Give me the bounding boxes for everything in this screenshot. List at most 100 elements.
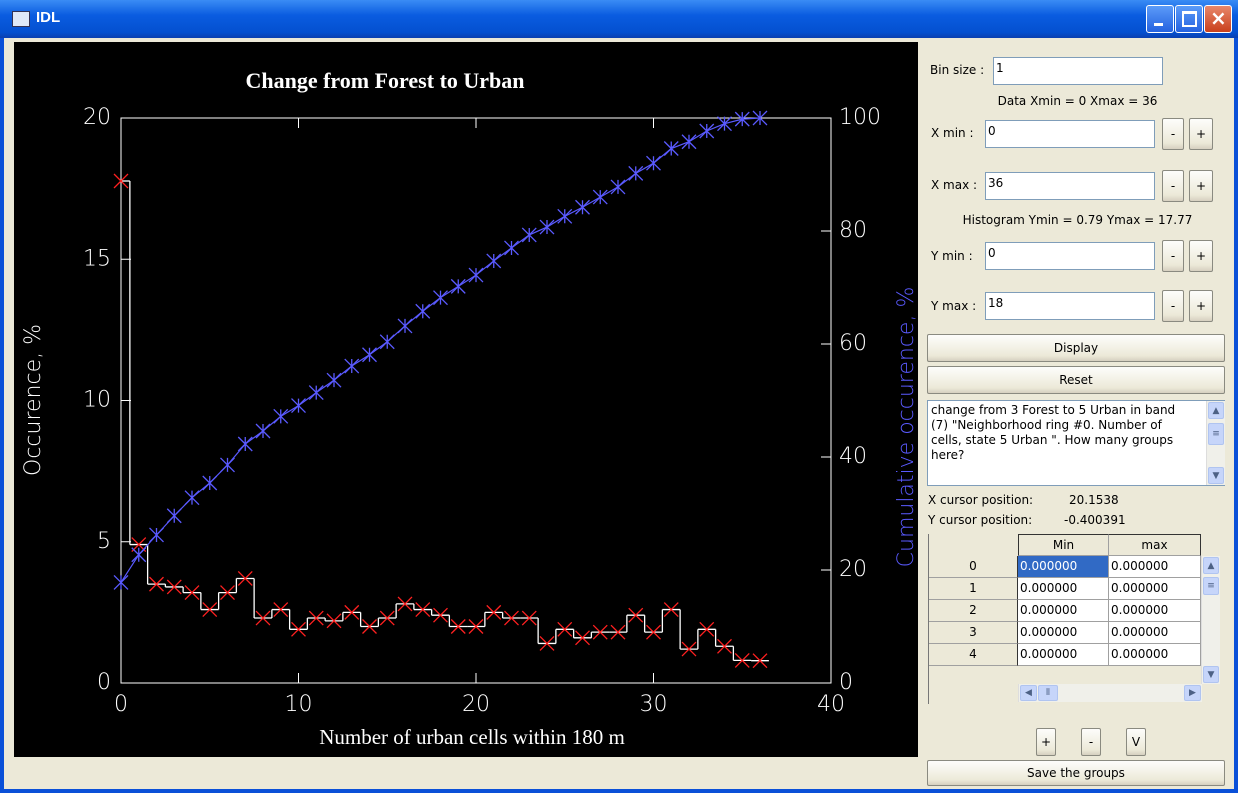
marker xyxy=(628,607,644,623)
table-cell[interactable]: 0.000000 xyxy=(1018,578,1109,600)
y2-tick-label: 20 xyxy=(839,557,867,582)
ymax-plus[interactable]: + xyxy=(1189,290,1213,322)
scroll-thumb[interactable]: ≡ xyxy=(1208,423,1224,445)
ymin-field[interactable]: 0 xyxy=(985,242,1155,270)
scroll-right[interactable]: ▶ xyxy=(1184,685,1201,701)
table-cell[interactable]: 0.000000 xyxy=(1018,556,1109,578)
ymax-field[interactable]: 18 xyxy=(985,292,1155,320)
ymin-plus[interactable]: + xyxy=(1189,240,1213,272)
marker xyxy=(397,318,413,334)
marker xyxy=(166,508,182,524)
xmax-field[interactable]: 36 xyxy=(985,172,1155,200)
y2-axis-title: Cumulative occurence, % xyxy=(894,287,918,568)
display-button[interactable]: Display xyxy=(927,334,1225,362)
ymax-minus[interactable]: - xyxy=(1162,290,1184,322)
x-tick-label: 20 xyxy=(462,692,490,717)
xmax-label: X max : xyxy=(931,178,978,192)
marker xyxy=(557,208,573,224)
save-groups-button[interactable]: Save the groups xyxy=(927,760,1225,786)
table-cell[interactable]: 0.000000 xyxy=(1109,600,1201,622)
minimize-button[interactable] xyxy=(1146,5,1174,33)
marker xyxy=(504,240,519,256)
marker xyxy=(362,619,377,634)
control-panel: Bin size : 1 Data Xmin = 0 Xmax = 36 X m… xyxy=(925,42,1230,789)
xmin-label: X min : xyxy=(931,126,974,140)
marker xyxy=(273,602,289,618)
scroll-thumb[interactable]: ⦀ xyxy=(1038,685,1058,701)
column-header: Min xyxy=(1018,534,1109,556)
table-cell[interactable]: 0.000000 xyxy=(1018,644,1109,666)
marker xyxy=(113,173,129,189)
message-box[interactable]: change from 3 Forest to 5 Urban in band … xyxy=(927,400,1225,486)
marker xyxy=(433,607,448,623)
xmin-field[interactable]: 0 xyxy=(985,120,1155,148)
marker xyxy=(113,574,129,590)
marker xyxy=(397,596,413,612)
xmin-plus[interactable]: + xyxy=(1189,118,1213,150)
xmax-plus[interactable]: + xyxy=(1189,170,1213,202)
validate-button[interactable]: V xyxy=(1126,728,1146,756)
marker xyxy=(628,165,644,181)
marker xyxy=(237,436,253,452)
reset-button[interactable]: Reset xyxy=(927,366,1225,394)
row-header: 2 xyxy=(929,600,1018,622)
plot-background xyxy=(14,42,918,757)
marker xyxy=(308,610,324,626)
scroll-left[interactable]: ◀ xyxy=(1020,685,1037,701)
marker xyxy=(681,134,697,150)
scroll-down[interactable]: ▼ xyxy=(1203,666,1219,683)
table-cell[interactable]: 0.000000 xyxy=(1109,644,1201,666)
marker xyxy=(610,624,626,640)
ymin-minus[interactable]: - xyxy=(1162,240,1184,272)
marker xyxy=(521,227,537,243)
marker xyxy=(557,621,573,637)
add-group-button[interactable]: + xyxy=(1036,728,1056,756)
marker xyxy=(344,604,360,620)
scroll-thumb[interactable]: ≡ xyxy=(1203,577,1219,595)
table-hscroll[interactable]: ◀ ⦀ ▶ xyxy=(1018,684,1202,702)
table-cell[interactable]: 0.000000 xyxy=(1109,622,1201,644)
marker xyxy=(166,579,182,595)
marker xyxy=(379,334,395,350)
marker xyxy=(255,610,271,626)
table-cell[interactable]: 0.000000 xyxy=(1018,600,1109,622)
y-tick-label: 10 xyxy=(83,388,111,413)
hist-range-text: Histogram Ymin = 0.79 Ymax = 17.77 xyxy=(962,213,1193,227)
remove-group-button[interactable]: - xyxy=(1081,728,1101,756)
y-cursor-value: -0.400391 xyxy=(1064,513,1126,527)
data-range-text: Data Xmin = 0 Xmax = 36 xyxy=(997,94,1158,108)
marker xyxy=(291,398,306,414)
scroll-up[interactable]: ▲ xyxy=(1208,402,1224,419)
maximize-button[interactable] xyxy=(1175,5,1203,33)
table-cell[interactable]: 0.000000 xyxy=(1109,578,1201,600)
scroll-up[interactable]: ▲ xyxy=(1203,557,1219,574)
marker xyxy=(415,602,431,618)
y2-tick-label: 100 xyxy=(839,105,881,130)
marker xyxy=(663,602,679,618)
marker xyxy=(184,585,200,601)
marker xyxy=(202,602,218,618)
plot: Change from Forest to Urban Number of ur… xyxy=(14,42,918,757)
scroll-down[interactable]: ▼ xyxy=(1208,467,1224,484)
scrollbar[interactable]: ▲ ≡ ▼ xyxy=(1206,401,1225,485)
xmax-minus[interactable]: - xyxy=(1162,170,1184,202)
x-cursor-label: X cursor position: xyxy=(928,493,1034,507)
ymin-label: Y min : xyxy=(931,249,973,263)
marker xyxy=(646,155,661,171)
groups-table: Min max ▲ ≡ ▼ ◀ ⦀ ▶ 0 0.000000 0.000000 1 0.… xyxy=(928,534,1223,704)
table-vscroll[interactable]: ▲ ≡ ▼ xyxy=(1201,556,1220,684)
marker xyxy=(450,619,466,634)
bin-size-field[interactable]: 1 xyxy=(993,57,1163,85)
table-cell[interactable]: 0.000000 xyxy=(1018,622,1109,644)
column-header: max xyxy=(1109,534,1201,556)
marker xyxy=(273,408,289,424)
y-cursor-label: Y cursor position: xyxy=(928,513,1033,527)
xmin-minus[interactable]: - xyxy=(1162,118,1184,150)
app-icon xyxy=(12,11,30,27)
marker xyxy=(486,253,502,269)
marker xyxy=(344,358,360,374)
marker xyxy=(220,457,235,473)
table-cell[interactable]: 0.000000 xyxy=(1109,556,1201,578)
y2-tick-label: 40 xyxy=(839,444,867,469)
close-button[interactable]: × xyxy=(1204,5,1232,33)
